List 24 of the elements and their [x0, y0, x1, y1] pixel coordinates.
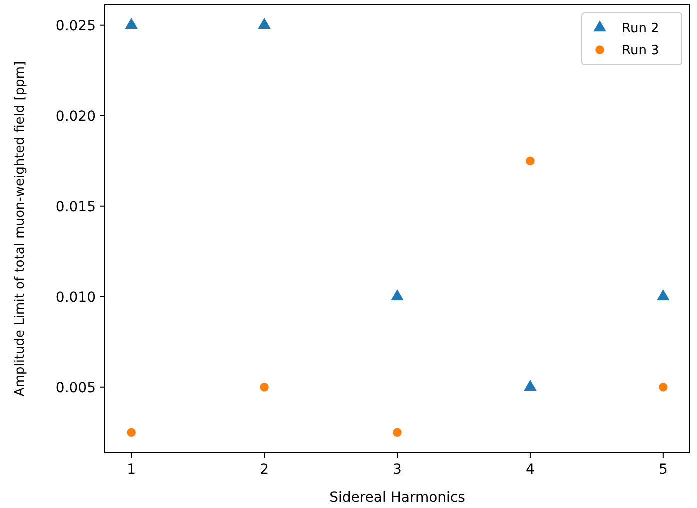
- point: [258, 18, 271, 30]
- legend-label: Run 2: [622, 22, 660, 37]
- point: [526, 156, 535, 166]
- point: [524, 380, 537, 392]
- x-tick-label: 2: [260, 462, 270, 478]
- x-tick-label: 1: [127, 462, 136, 478]
- point: [125, 18, 138, 30]
- y-tick-label: 0.025: [56, 18, 96, 34]
- point: [260, 383, 269, 392]
- point: [393, 428, 402, 437]
- point: [391, 290, 404, 301]
- legend-label: Run 3: [622, 44, 660, 59]
- y-tick-label: 0.010: [56, 290, 96, 306]
- y-tick-label: 0.015: [56, 199, 96, 216]
- y-tick-label: 0.005: [56, 380, 96, 396]
- y-tick-label: 0.020: [56, 108, 96, 125]
- x-tick-label: 3: [393, 462, 402, 478]
- x-tick-label: 5: [658, 462, 668, 478]
- point: [659, 383, 668, 392]
- x-tick-label: 4: [526, 462, 535, 478]
- x-axis-title: Sidereal Harmonics: [330, 490, 466, 506]
- point: [657, 290, 670, 301]
- y-axis-title: Amplitude Limit of total muon-weighted field [ppm]: [13, 61, 28, 397]
- point: [127, 428, 136, 437]
